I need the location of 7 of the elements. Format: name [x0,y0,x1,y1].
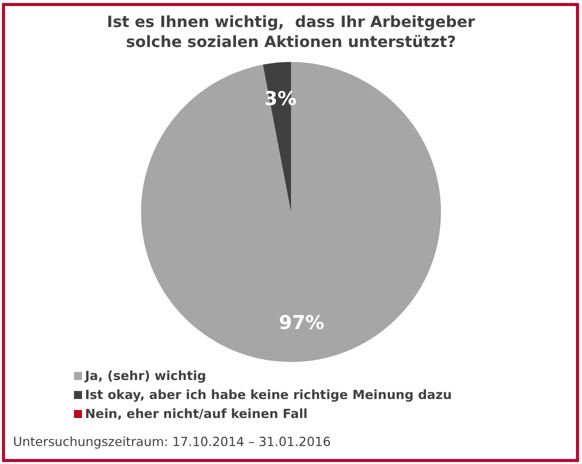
legend-label: Ja, (sehr) wichtig [85,368,206,383]
data-label: 3% [264,88,297,110]
data-label: 97% [278,312,324,334]
chart-title: Ist es Ihnen wichtig, dass Ihr Arbeitgeber solche sozialen Aktionen unterstützt? [106,12,476,52]
legend-label: Ist okay, aber ich habe keine richtige Meinung dazu [85,387,452,402]
text: Untersuchungszeitraum: 17.10.2014 – 31.01.2016 [13,434,331,449]
legend-label: Nein, eher nicht/auf keinen Fall [85,406,308,421]
